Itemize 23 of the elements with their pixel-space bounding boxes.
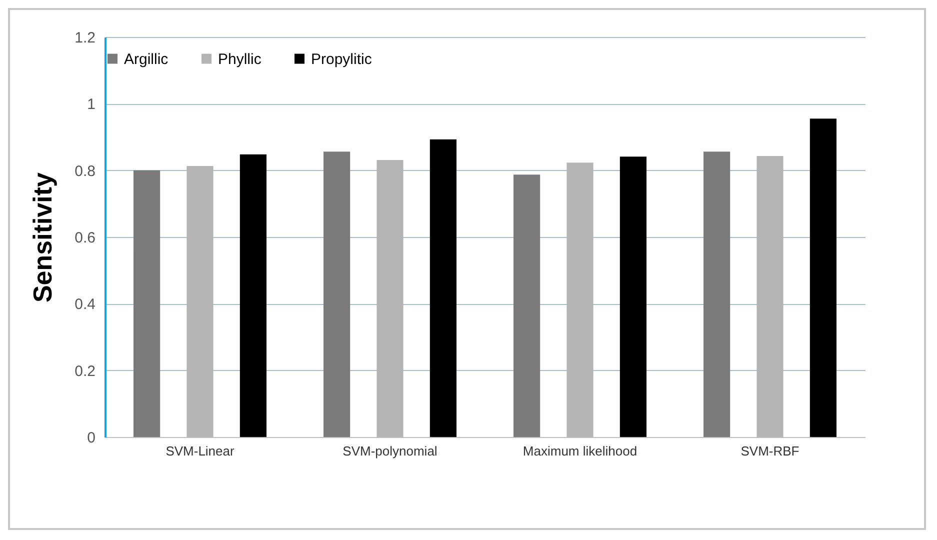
y-axis-title: Sensitivity	[28, 172, 58, 303]
y-tick-label: 0.8	[74, 162, 96, 180]
bar	[514, 174, 540, 437]
x-tick-label: SVM-Linear	[166, 444, 235, 458]
bar	[240, 154, 266, 437]
bar	[620, 156, 646, 437]
y-tick-label: 1	[87, 96, 96, 114]
legend-label: Propylitic	[311, 50, 372, 68]
y-tick-label: 0	[87, 430, 96, 446]
bar	[704, 152, 730, 437]
x-tick-label: SVM-RBF	[740, 444, 800, 458]
bar	[134, 170, 160, 437]
x-tick-label: SVM-polynomial	[342, 444, 438, 458]
y-tick-label: 0.2	[74, 362, 96, 380]
bar	[324, 152, 350, 437]
y-tick-label: 1.2	[74, 30, 96, 46]
y-tick-label: 0.6	[74, 230, 96, 246]
bar	[810, 118, 836, 437]
bar	[430, 139, 456, 437]
legend-label: Argillic	[124, 50, 169, 68]
legend-label: Phyllic	[218, 50, 262, 68]
x-tick-label: Maximum likelihood	[522, 444, 638, 458]
y-tick-label: 0.4	[74, 296, 96, 314]
